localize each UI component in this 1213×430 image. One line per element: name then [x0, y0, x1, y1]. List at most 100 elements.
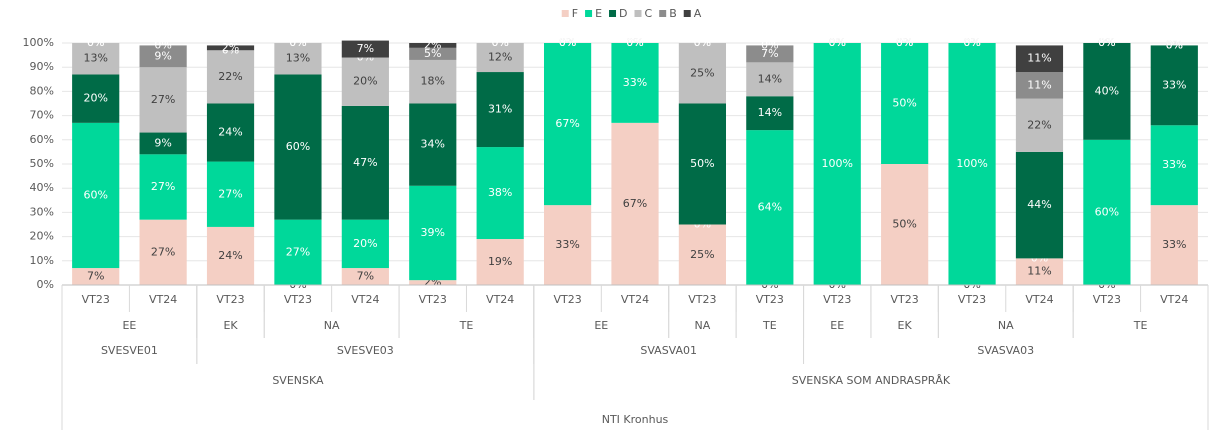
data-label: 50%	[892, 218, 916, 231]
data-label: 31%	[488, 103, 512, 116]
data-label: 7%	[357, 42, 374, 55]
bar-segment	[139, 67, 187, 133]
bar-segment	[813, 43, 861, 285]
category-group-label: SVENSKA	[272, 374, 324, 387]
data-label: 0%	[829, 36, 846, 49]
data-label: 20%	[353, 237, 377, 250]
data-label: 0%	[87, 36, 104, 49]
data-label: 44%	[1027, 198, 1051, 211]
bar-segment	[341, 268, 389, 285]
x-tick-label: VT23	[216, 293, 244, 306]
category-group-label: SVASVA03	[977, 344, 1034, 357]
bar-segment	[206, 45, 255, 51]
bar-segment	[206, 226, 255, 285]
data-label: 60%	[1095, 205, 1119, 218]
bar-segment	[746, 96, 794, 131]
bar-segment	[746, 62, 794, 97]
x-tick-label: VT23	[1093, 293, 1121, 306]
data-label: 12%	[488, 51, 512, 64]
bar-segment	[206, 103, 255, 162]
data-label: 0%	[963, 36, 980, 49]
data-label: 18%	[421, 75, 445, 88]
category-group-label: TE	[762, 319, 777, 332]
data-label: 0%	[896, 36, 913, 49]
data-label: 20%	[353, 75, 377, 88]
data-label: 33%	[1162, 238, 1186, 251]
bar-segment	[139, 132, 187, 155]
bar-segment	[476, 43, 524, 73]
legend-swatch	[609, 10, 617, 17]
data-label: 14%	[758, 72, 782, 85]
category-group-label: TE	[1133, 319, 1148, 332]
data-label: 0%	[1166, 38, 1183, 51]
bar-segment	[274, 219, 322, 285]
y-tick-label: 80%	[30, 84, 54, 97]
data-label: 27%	[218, 187, 242, 200]
data-label: 33%	[623, 76, 647, 89]
bar-segment	[1015, 151, 1064, 259]
bar-segment	[881, 43, 929, 164]
data-label: 50%	[892, 97, 916, 110]
bar-segment	[746, 45, 794, 63]
data-label: 0%	[694, 36, 711, 49]
category-group-label: EK	[898, 319, 913, 332]
data-label: 0%	[1166, 38, 1183, 51]
data-label: 25%	[690, 66, 714, 79]
x-tick-label: VT23	[958, 293, 986, 306]
data-label: 0%	[963, 36, 980, 49]
y-tick-label: 10%	[30, 254, 54, 267]
bar-segment	[476, 72, 524, 148]
bar-segment	[409, 103, 457, 186]
y-tick-label: 20%	[30, 230, 54, 243]
data-label: 22%	[1027, 118, 1051, 131]
legend-label: E	[595, 7, 602, 20]
data-label: 0%	[896, 36, 913, 49]
category-group-label: EE	[122, 319, 136, 332]
bar-segment	[139, 45, 187, 68]
category-group-label: EE	[594, 319, 608, 332]
data-label: 0%	[559, 36, 576, 49]
bar-segment	[274, 43, 322, 75]
data-label: 20%	[83, 92, 107, 105]
data-label: 5%	[424, 47, 441, 60]
data-label: 27%	[151, 245, 175, 258]
bar-segment	[881, 164, 929, 285]
data-label: 0%	[761, 38, 778, 51]
bar-segment	[206, 50, 255, 104]
category-group-label: EE	[830, 319, 844, 332]
data-label: 39%	[421, 226, 445, 239]
data-label: 7%	[87, 270, 104, 283]
data-label: 0%	[559, 36, 576, 49]
x-tick-label: VT23	[823, 293, 851, 306]
x-tick-label: VT24	[1160, 293, 1188, 306]
data-label: 0%	[289, 36, 306, 49]
category-group-label: SVESVE01	[101, 344, 158, 357]
category-group-label: SVESVE03	[337, 344, 394, 357]
data-label: 0%	[626, 36, 643, 49]
data-label: 0%	[87, 36, 104, 49]
data-label: 60%	[83, 188, 107, 201]
data-label: 7%	[357, 270, 374, 283]
x-tick-label: VT23	[688, 293, 716, 306]
data-label: 11%	[1027, 265, 1051, 278]
bar-segment	[409, 280, 457, 285]
data-label: 27%	[286, 245, 310, 258]
x-tick-label: VT23	[419, 293, 447, 306]
data-label: 0%	[963, 36, 980, 49]
bar-segment	[543, 205, 592, 285]
bar-segment	[678, 224, 727, 285]
legend-label: C	[645, 7, 653, 20]
x-tick-label: VT24	[486, 293, 514, 306]
x-tick-label: VT23	[756, 293, 784, 306]
data-label: 33%	[555, 238, 579, 251]
category-group-label: SVENSKA SOM ANDRASPRÅK	[792, 374, 951, 387]
data-label: 24%	[218, 249, 242, 262]
bar-segment	[476, 239, 524, 285]
data-label: 0%	[1098, 36, 1115, 49]
bar-segment	[1015, 98, 1064, 152]
y-tick-label: 70%	[30, 109, 54, 122]
data-label: 0%	[1098, 36, 1115, 49]
data-label: 22%	[218, 70, 242, 83]
y-tick-label: 60%	[30, 133, 54, 146]
